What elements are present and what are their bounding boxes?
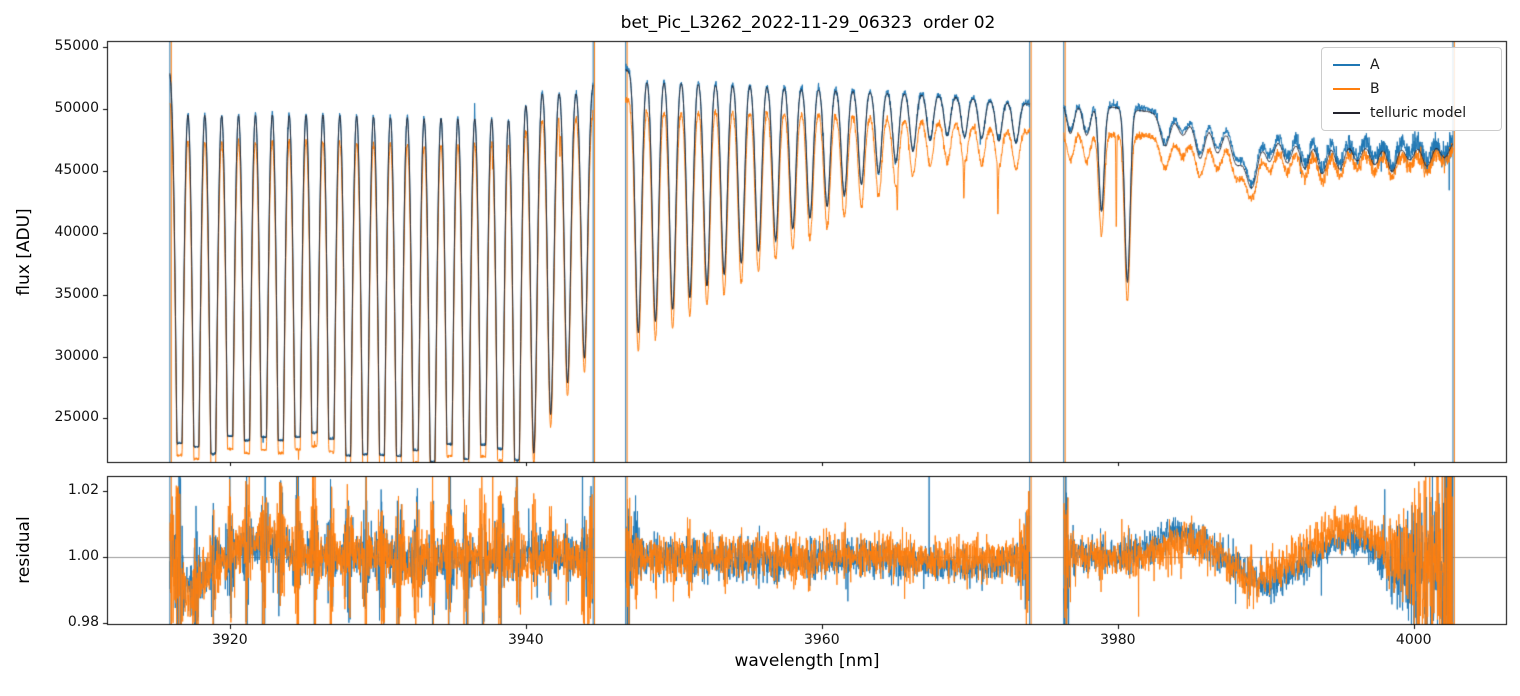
flux-y-tick-label: 35000 <box>54 285 99 302</box>
legend-swatch-telluric-model <box>1333 112 1360 114</box>
residual-y-tick-label: 1.02 <box>67 482 99 499</box>
legend-swatch-a <box>1333 64 1360 66</box>
flux-y-tick-label: 45000 <box>54 161 99 178</box>
x-tick-label: 3940 <box>507 632 544 648</box>
flux-y-tick-label: 50000 <box>54 100 99 117</box>
residual-y-tick-label: 1.00 <box>67 548 99 565</box>
x-tick-label: 3920 <box>212 632 248 648</box>
legend-swatch-b <box>1333 88 1360 90</box>
x-tick-label: 3960 <box>803 632 840 648</box>
flux-axis-label: flux [ADU] <box>14 208 34 296</box>
legend-label-telluric-model: telluric model <box>1370 105 1467 121</box>
legend: A B telluric model <box>1321 47 1502 131</box>
x-tick-label: 3980 <box>1099 632 1136 648</box>
wavelength-axis-label: wavelength [nm] <box>734 651 880 671</box>
legend-label-b: B <box>1370 81 1380 97</box>
residual-y-tick-label: 0.98 <box>67 614 99 631</box>
legend-entry-a: A <box>1333 57 1490 73</box>
flux-y-tick-label: 40000 <box>54 223 99 240</box>
flux-y-tick-label: 25000 <box>54 409 99 426</box>
legend-entry-telluric-model: telluric model <box>1333 105 1490 121</box>
x-tick-label: 4000 <box>1395 632 1432 648</box>
flux-y-tick-label: 55000 <box>54 38 99 55</box>
flux-y-tick-label: 30000 <box>54 347 99 364</box>
legend-entry-b: B <box>1333 81 1490 97</box>
residual-axis-label: residual <box>14 516 34 584</box>
legend-label-a: A <box>1370 57 1380 73</box>
plot-title: bet_Pic_L3262_2022-11-29_06323 order 02 <box>620 13 996 33</box>
